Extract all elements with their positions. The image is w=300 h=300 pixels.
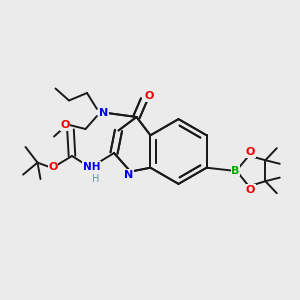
- Text: O: O: [145, 91, 154, 101]
- Text: NH: NH: [83, 161, 100, 172]
- Text: B: B: [231, 166, 239, 176]
- Text: O: O: [48, 161, 58, 172]
- Text: N: N: [124, 169, 134, 180]
- Text: O: O: [60, 120, 70, 130]
- Text: O: O: [246, 185, 255, 195]
- Text: H: H: [92, 174, 100, 184]
- Text: N: N: [99, 107, 108, 118]
- Text: O: O: [246, 147, 255, 157]
